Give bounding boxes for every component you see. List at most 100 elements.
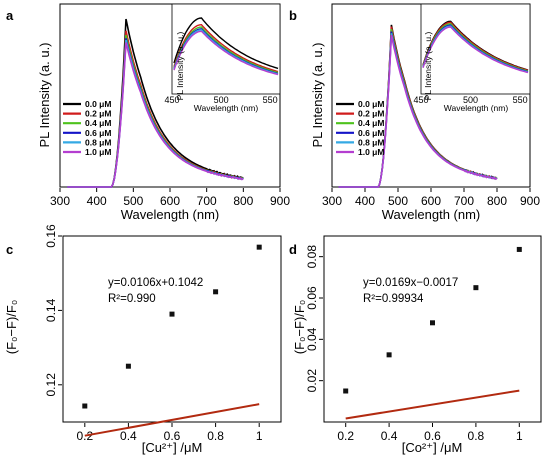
scatter-fit-d <box>343 246 522 420</box>
fit-r2-c: R²=0.990 <box>108 293 156 305</box>
x-axis-label-d: [Co²⁺] /μM <box>402 440 463 455</box>
fit-line-d <box>345 389 520 420</box>
plot-frame-d <box>323 235 542 423</box>
inset-y-axis-label-a: PL Intensity (a. u.) <box>175 32 185 101</box>
y-tick-label-d-1: 0.04 <box>305 327 319 351</box>
panel-label-c: c <box>6 242 13 257</box>
y-tick-label-c-2: 0.16 <box>44 224 58 248</box>
x-tick-label-a-0: 300 <box>50 194 70 208</box>
x-tick-label-a-4: 700 <box>197 194 217 208</box>
axis-ticks-c: 0.2 0.4 0.6 0.8 10.120.140.16 <box>44 224 263 443</box>
panel-label-b: b <box>289 8 297 23</box>
legend-label-b-0: 0.0 μM <box>358 99 384 109</box>
y-axis-label-c: (F₀−F)/F₀ <box>4 300 19 354</box>
data-point-d-2 <box>430 320 435 326</box>
legend-b: 0.0 μM0.2 μM0.4 μM0.6 μM0.8 μM1.0 μM <box>336 99 384 157</box>
data-point-c-4 <box>256 244 262 250</box>
x-tick-label-b-1: 400 <box>355 194 375 208</box>
legend-label-a-0: 0.0 μM <box>85 99 111 109</box>
x-tick-label-b-5: 800 <box>487 194 507 208</box>
x-axis-label-c: [Cu²⁺] /μM <box>142 440 203 455</box>
inset-spectrum-a-1 <box>173 23 279 73</box>
axis-ticks-d: 0.2 0.4 0.6 0.8 1 0.02 0.04 0.06 0.08 <box>305 245 523 443</box>
y-tick-label-d-2: 0.06 <box>305 286 319 310</box>
y-axis-label-a: PL Intensity (a. u.) <box>37 42 52 147</box>
inset-spectrum-a-5 <box>173 30 279 76</box>
x-tick-label-a-6: 900 <box>270 194 290 208</box>
x-tick-label-a-3: 600 <box>160 194 180 208</box>
inset-spectrum-b-5 <box>422 26 529 74</box>
spectra-a <box>67 18 244 188</box>
x-axis-label-b: Wavelength (nm) <box>382 207 481 222</box>
panel-a: a 300 400 500 600 700 800 900 Wavelength (nm) … <box>6 3 290 222</box>
spectrum-a-5 <box>67 42 244 188</box>
plot-frame-c <box>62 235 282 423</box>
x-tick-label-d-1: 0.4 <box>381 429 398 443</box>
legend-label-a-5: 1.0 μM <box>85 147 111 157</box>
x-tick-label-b-0: 300 <box>322 194 342 208</box>
panel-b: b 300 400 500 600 700 800 900 Wavelength (nm) … <box>289 3 540 222</box>
inset-spectra-a <box>173 17 279 76</box>
inset-spectrum-b-1 <box>422 21 529 72</box>
fit-line-c <box>84 403 260 437</box>
legend-label-b-5: 1.0 μM <box>358 147 384 157</box>
inset-x-tick-label-a-1: 500 <box>214 95 229 105</box>
x-tick-label-d-4: 1 <box>516 429 523 443</box>
x-ticks-b: 300 400 500 600 700 800 900 <box>322 188 540 208</box>
inset-x-tick-label-b-0: 450 <box>413 95 428 105</box>
spectra-b <box>338 24 498 188</box>
legend-label-b-4: 0.8 μM <box>358 137 384 147</box>
inset-x-axis-label-b: Wavelength (nm) <box>444 103 509 113</box>
legend-label-b-2: 0.4 μM <box>358 118 384 128</box>
x-tick-label-a-5: 800 <box>233 194 253 208</box>
inset-y-axis-label-b: PL Intensity (a. u.) <box>423 32 433 101</box>
inset-x-ticks-b: 450 500 550 <box>413 95 527 105</box>
legend-label-a-1: 0.2 μM <box>85 109 111 119</box>
fit-equation-c: y=0.0106x+0.1042 <box>108 277 203 289</box>
data-point-d-0 <box>343 388 349 394</box>
y-tick-label-c-1: 0.14 <box>44 298 58 322</box>
x-tick-label-b-3: 600 <box>421 194 441 208</box>
inset-x-tick-label-a-0: 450 <box>164 95 179 105</box>
inset-x-tick-label-b-1: 500 <box>463 95 478 105</box>
x-tick-label-a-1: 400 <box>87 194 107 208</box>
inset-x-tick-label-a-2: 550 <box>263 95 278 105</box>
y-tick-label-d-3: 0.08 <box>305 245 319 269</box>
inset-spectrum-a-2 <box>173 26 279 74</box>
fit-r2-d: R²=0.99934 <box>363 293 424 305</box>
data-point-d-3 <box>473 285 479 291</box>
spectrum-b-5 <box>338 34 498 188</box>
y-tick-label-c-0: 0.12 <box>44 373 58 397</box>
inset-spectrum-a-4 <box>173 29 279 75</box>
x-tick-label-d-0: 0.2 <box>337 429 354 443</box>
x-ticks-a: 300 400 500 600 700 800 900 <box>50 188 290 208</box>
x-tick-label-b-2: 500 <box>388 194 408 208</box>
inset-x-tick-label-b-2: 550 <box>513 95 528 105</box>
legend-a: 0.0 μM0.2 μM0.4 μM0.6 μM0.8 μM1.0 μM <box>63 99 111 157</box>
legend-label-b-3: 0.6 μM <box>358 128 384 138</box>
legend-label-a-3: 0.6 μM <box>85 128 111 138</box>
scatter-fit-c <box>82 244 262 437</box>
panel-d: d 0.2 0.4 0.6 0.8 1 0.02 0.04 0.06 0.08 y=0.0169… <box>289 235 542 455</box>
inset-x-ticks-a: 450 500 550 <box>164 95 277 105</box>
x-axis-label-a: Wavelength (nm) <box>121 207 220 222</box>
inset-spectrum-b-2 <box>422 22 529 72</box>
x-tick-label-d-3: 0.8 <box>468 429 485 443</box>
x-tick-label-b-4: 700 <box>454 194 474 208</box>
inset-a: 450 500 550 Wavelength (nm) PL Intensity (… <box>164 3 281 113</box>
inset-b: 450 500 550 Wavelength (nm) PL Intensity (… <box>413 3 531 113</box>
data-point-c-0 <box>82 403 88 409</box>
x-tick-label-c-2: 0.6 <box>164 429 181 443</box>
x-tick-label-a-2: 500 <box>123 194 143 208</box>
data-point-d-1 <box>386 352 392 358</box>
y-axis-label-d: (F₀−F)/F₀ <box>292 300 307 354</box>
data-point-d-4 <box>516 246 522 252</box>
legend-label-a-4: 0.8 μM <box>85 137 111 147</box>
x-tick-label-b-6: 900 <box>520 194 540 208</box>
panel-label-a: a <box>6 8 14 23</box>
inset-spectra-b <box>422 20 529 74</box>
legend-label-b-1: 0.2 μM <box>358 109 384 119</box>
inset-spectrum-a-0 <box>173 17 279 70</box>
x-tick-label-c-3: 0.8 <box>207 429 224 443</box>
